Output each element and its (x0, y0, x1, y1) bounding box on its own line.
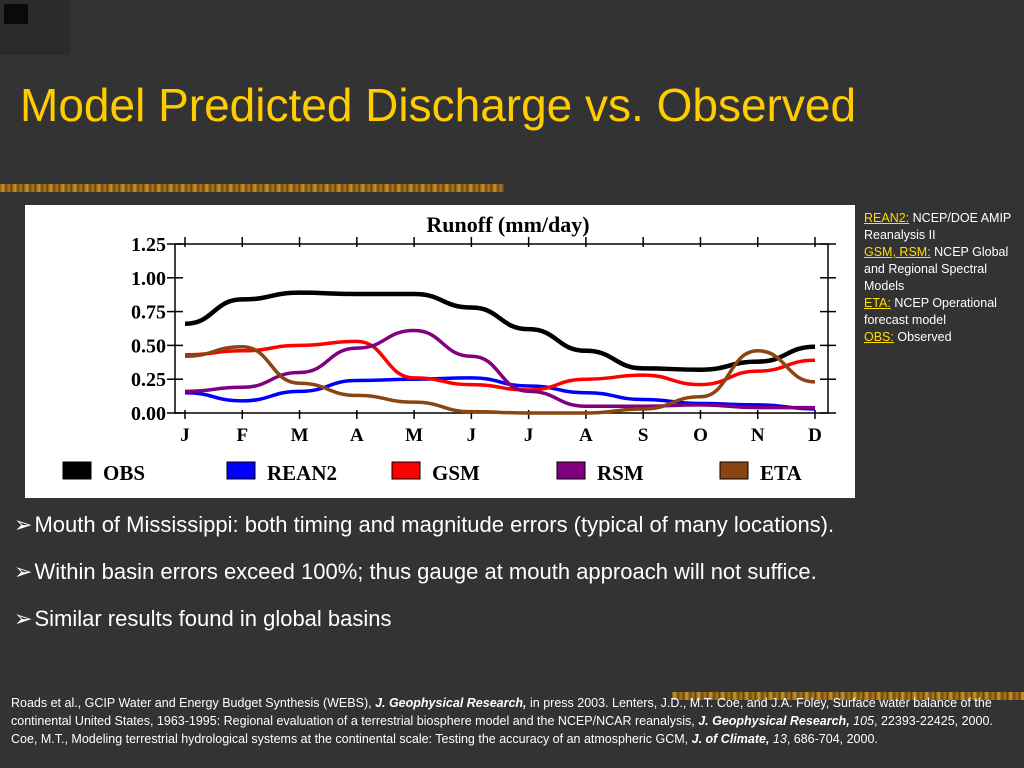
references: Roads et al., GCIP Water and Energy Budg… (11, 694, 1011, 748)
bullet-item: ➢ Within basin errors exceed 100%; thus g… (14, 559, 1014, 606)
x-tick-label: A (350, 425, 364, 446)
chart-legend: OBS REAN2 GSM RSM ETA (62, 461, 802, 485)
title-underline-decoration (0, 184, 504, 192)
legend-swatch-rsm (556, 461, 586, 480)
legend-swatch-gsm (391, 461, 421, 480)
y-tick-label: 0.75 (131, 302, 166, 324)
series-line-gsm (184, 339, 816, 392)
x-tick-label: N (751, 425, 765, 446)
x-tick-label: J (180, 425, 190, 446)
note-label: REAN2: (864, 211, 910, 225)
note-label: OBS: (864, 330, 894, 344)
journal-name: J. of Climate, (691, 732, 770, 746)
note-rean2: REAN2: NCEP/DOE AMIP Reanalysis II (864, 210, 1020, 244)
x-tick-label: O (693, 425, 708, 446)
note-text: Observed (897, 330, 952, 344)
y-tick-label: 0.00 (131, 403, 166, 425)
reference-text: , 686-704, 2000. (786, 732, 878, 746)
note-text: NCEP/DOE AMIP Reanalysis II (864, 211, 1012, 242)
legend-label: RSM (597, 461, 644, 485)
x-tick-label: A (579, 425, 593, 446)
journal-name: J. Geophysical Research, (375, 696, 527, 710)
bullet-text: Within basin errors exceed 100%; thus ga… (34, 559, 817, 584)
y-tick-label: 1.25 (131, 234, 166, 256)
y-tick-label: 0.50 (131, 335, 166, 357)
x-tick-label: F (236, 425, 248, 446)
runoff-chart: Runoff (mm/day) 0.00 0.25 0.50 0.75 1.00 1.25… (62, 212, 836, 485)
arrow-bullet-icon: ➢ (14, 559, 33, 584)
y-tick-label: 1.00 (131, 268, 166, 290)
model-definitions: REAN2: NCEP/DOE AMIP Reanalysis II GSM, … (864, 210, 1020, 346)
slide-title: Model Predicted Discharge vs. Observed (20, 79, 857, 131)
legend-swatch-obs (62, 461, 92, 480)
legend-label: OBS (103, 461, 145, 485)
x-tick-label: D (808, 425, 822, 446)
arrow-bullet-icon: ➢ (14, 606, 33, 631)
note-text: NCEP Operational forecast model (864, 296, 997, 327)
note-eta: ETA: NCEP Operational forecast model (864, 295, 1020, 329)
footer-decoration (672, 692, 1024, 700)
legend-label: GSM (432, 461, 480, 485)
series-lines (184, 290, 816, 415)
note-label: GSM, RSM: (864, 245, 931, 259)
legend-label: REAN2 (267, 461, 337, 485)
bullet-list: ➢ Mouth of Mississippi: both timing and m… (14, 512, 1014, 653)
chart-title: Runoff (mm/day) (426, 212, 589, 237)
x-tick-label: S (638, 425, 649, 446)
reference-text: in press 2003. Lenters, J.D., M.T. Coe, … (11, 696, 992, 728)
runoff-chart-panel: Runoff (mm/day) 0.00 0.25 0.50 0.75 1.00 1.25… (25, 205, 855, 498)
x-tick-label: J (524, 425, 534, 446)
x-tick-label: M (405, 425, 423, 446)
reference-text: , 22393-22425, 2000. Coe, M.T., Modeling… (11, 714, 993, 746)
y-tick-label: 0.25 (131, 369, 166, 391)
x-tick-label: M (291, 425, 309, 446)
corner-square (4, 4, 28, 24)
series-line-obs (184, 290, 816, 372)
arrow-bullet-icon: ➢ (14, 512, 33, 537)
bullet-text: Mouth of Mississippi: both timing and ma… (34, 512, 835, 537)
bullet-item: ➢ Mouth of Mississippi: both timing and m… (14, 512, 1014, 559)
note-label: ETA: (864, 296, 891, 310)
bullet-text: Similar results found in global basins (34, 606, 392, 631)
note-obs: OBS: Observed (864, 329, 1020, 346)
reference-text: Roads et al., GCIP Water and Energy Budg… (11, 696, 376, 710)
legend-label: ETA (760, 461, 802, 485)
legend-swatch-rean2 (226, 461, 256, 480)
volume-number: 13 (772, 732, 787, 746)
legend-swatch-eta (719, 461, 749, 480)
bullet-item: ➢ Similar results found in global basins (14, 606, 1014, 653)
journal-name: J. Geophysical Research, (698, 714, 850, 728)
series-line-eta (184, 345, 816, 415)
series-line-rsm (184, 328, 815, 410)
volume-number: 105 (853, 714, 875, 728)
note-text: NCEP Global and Regional Spectral Models (864, 245, 1009, 293)
note-gsm-rsm: GSM, RSM: NCEP Global and Regional Spect… (864, 244, 1020, 295)
x-tick-label: J (467, 425, 477, 446)
y-tick-labels: 0.00 0.25 0.50 0.75 1.00 1.25 (131, 234, 166, 425)
chart-axes (167, 237, 836, 419)
